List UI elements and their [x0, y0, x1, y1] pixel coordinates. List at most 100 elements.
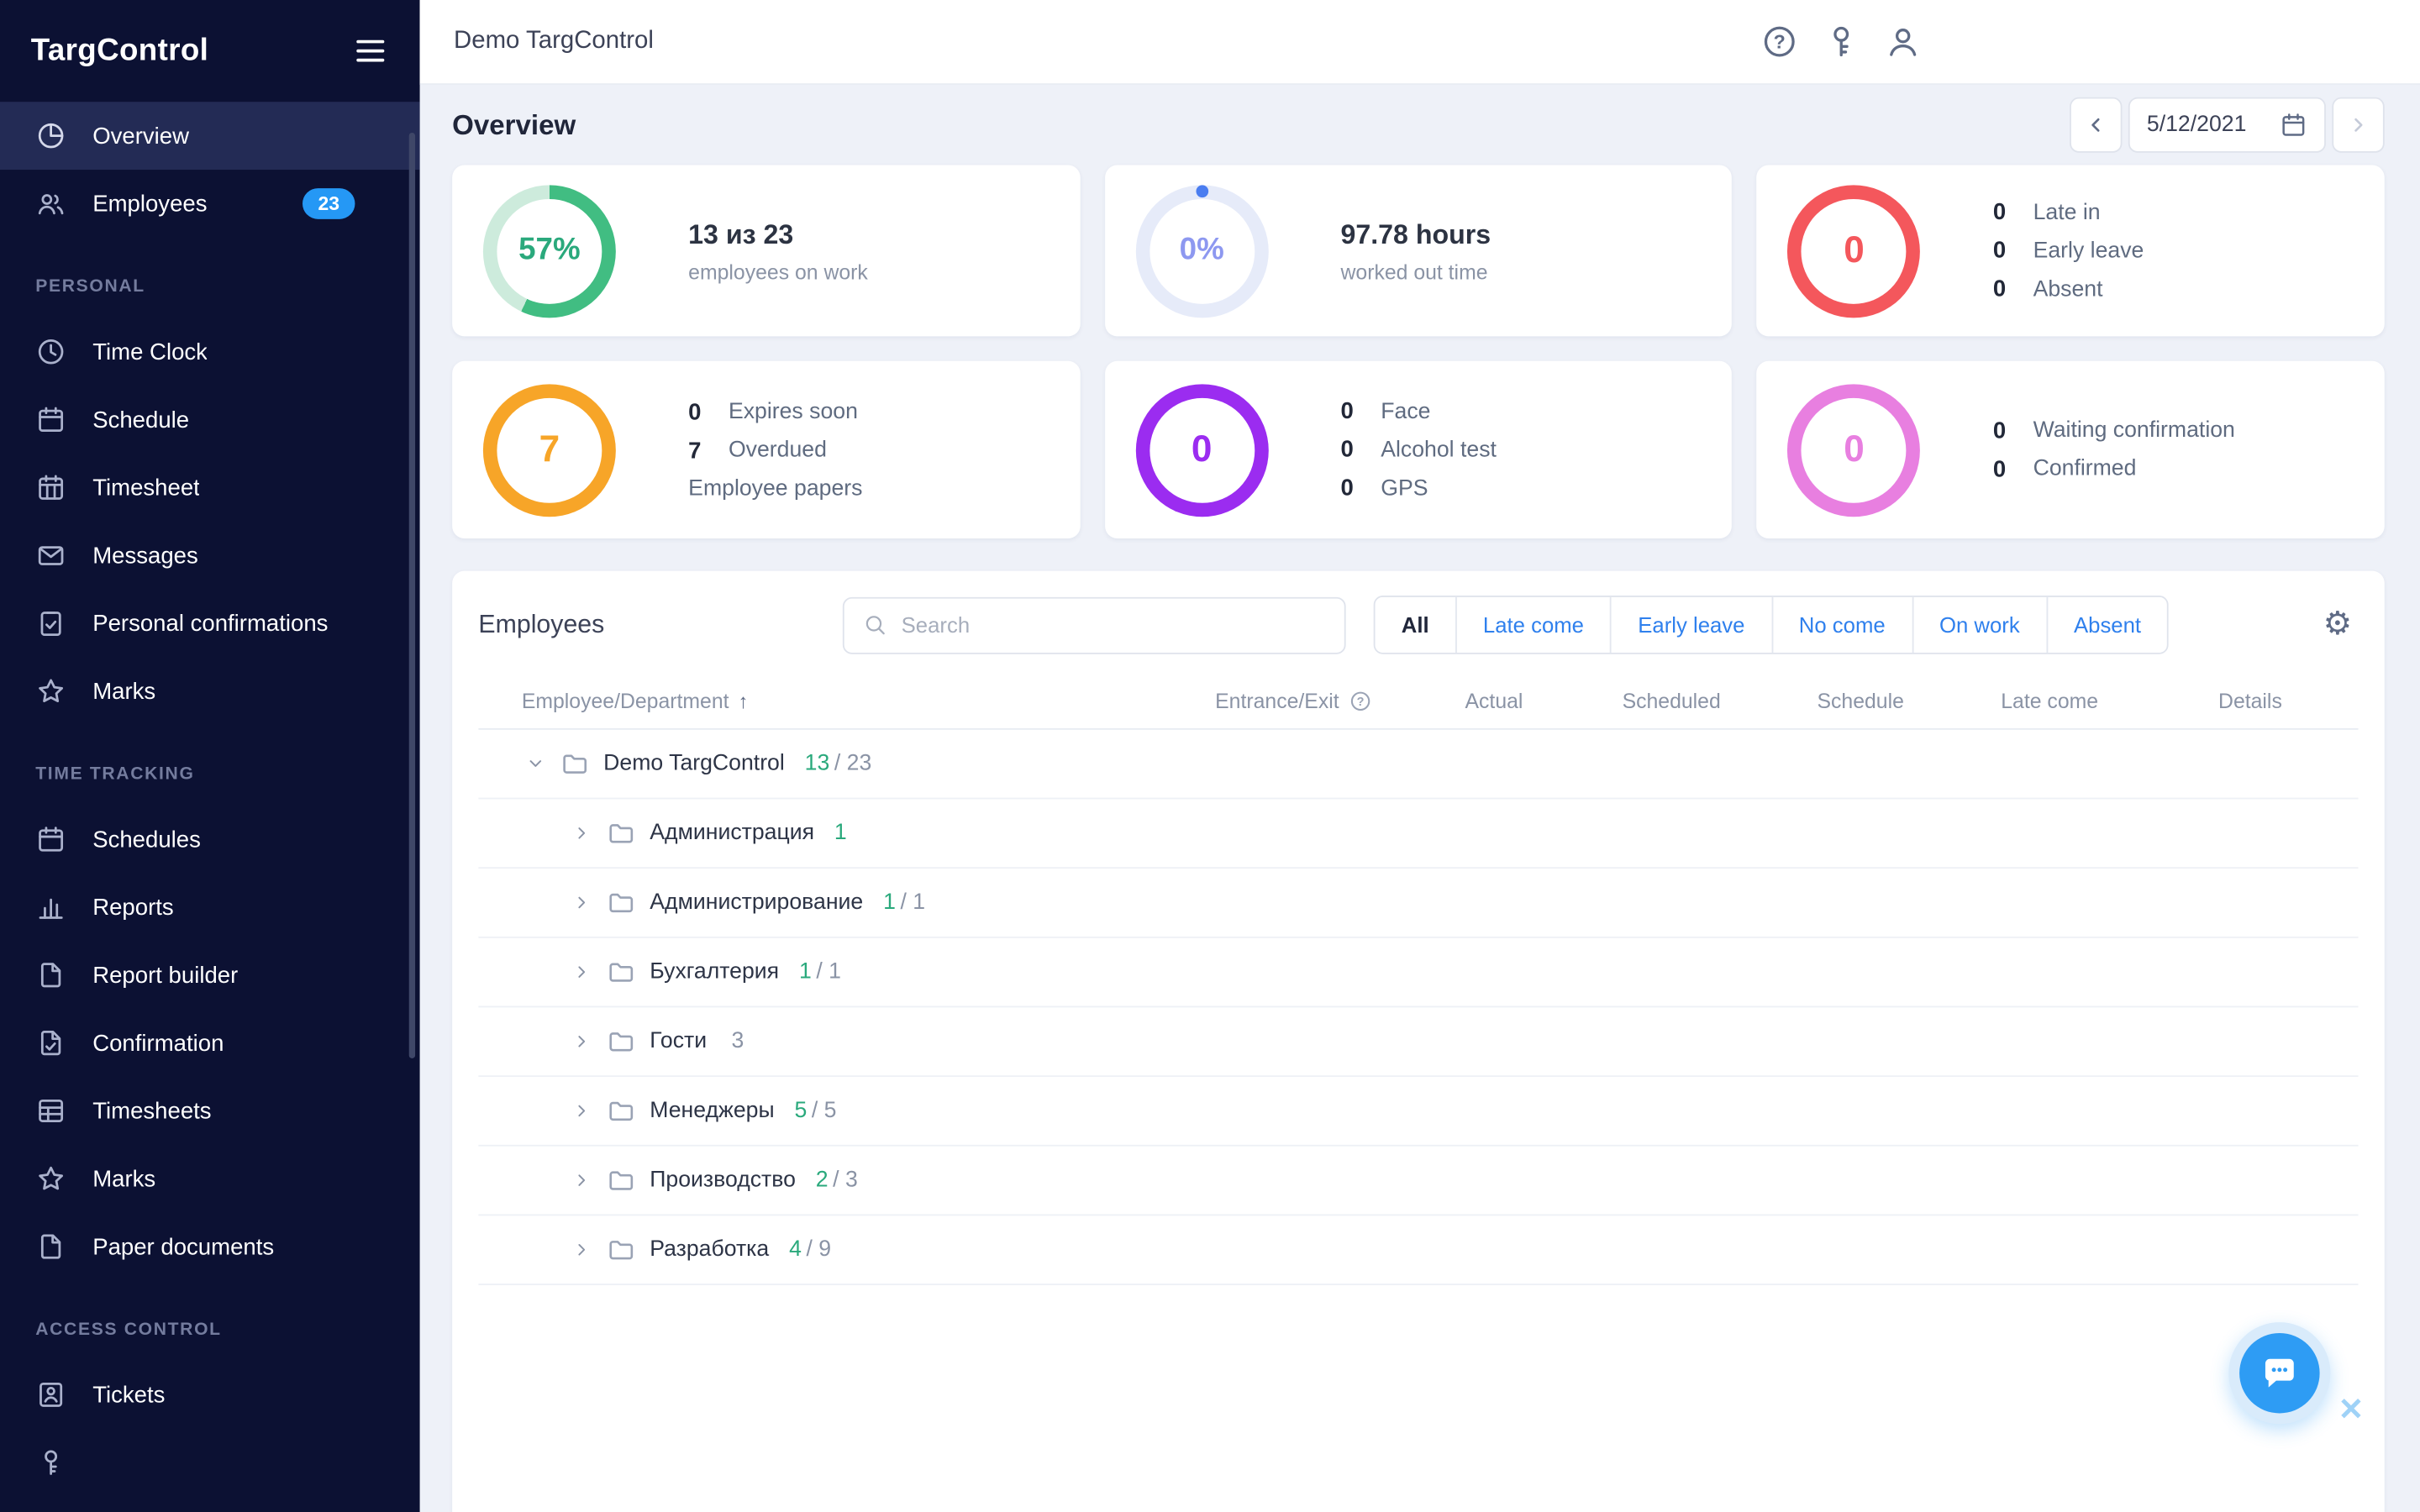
sidebar-item-marks[interactable]: Marks — [0, 1145, 420, 1213]
chevron-down-icon[interactable] — [524, 753, 546, 774]
bar-chart-icon — [35, 892, 66, 923]
column-label: Late come — [2001, 689, 2099, 712]
sidebar-item-timesheets[interactable]: Timesheets — [0, 1077, 420, 1145]
department-row[interactable]: Менеджеры 5/ 5 — [478, 1077, 2359, 1147]
column-actual[interactable]: Actual — [1409, 689, 1579, 712]
donut-indicator: 0 — [1787, 383, 1921, 517]
sidebar-item-tickets[interactable]: Tickets — [0, 1361, 420, 1429]
stat-label: Waiting confirmation — [2033, 417, 2235, 444]
column-scheduled[interactable]: Scheduled — [1579, 689, 1764, 712]
sidebar-item-confirmation[interactable]: Confirmation — [0, 1009, 420, 1077]
key-button[interactable] — [1823, 24, 1860, 60]
chevron-right-icon[interactable] — [571, 1239, 593, 1261]
column-entrance-exit[interactable]: Entrance/Exit? — [1177, 689, 1409, 712]
sidebar-nav: Overview Employees 23 PERSONAL Time Clock Sch… — [0, 102, 420, 1496]
table-settings-button[interactable]: ⚙ — [2323, 608, 2353, 642]
table-grid-icon — [35, 1095, 66, 1126]
chevron-right-icon[interactable] — [571, 961, 593, 983]
star-icon — [35, 1163, 66, 1194]
sidebar-item-paper-documents[interactable]: Paper documents — [0, 1213, 420, 1281]
department-name: Разработка — [650, 1237, 770, 1263]
table-header-row: Employee/Department ↑ Entrance/Exit? Actual… — [478, 673, 2359, 730]
stat-row: 0 Early leave — [1993, 238, 2144, 264]
stat-card-3: 0 0 Late in 0 Early leave 0 Absent — [1756, 165, 2385, 337]
sidebar-scrollbar[interactable] — [408, 132, 416, 1058]
filter-late-come[interactable]: Late come — [1455, 596, 1611, 653]
clock-icon — [35, 336, 66, 367]
sidebar-item-label: Marks — [92, 678, 156, 705]
department-row[interactable]: Администрация 1 — [478, 799, 2359, 869]
donut-indicator: 0% — [1135, 184, 1269, 318]
sidebar-item-schedule[interactable]: Schedule — [0, 386, 420, 454]
stat-label: Confirmed — [2033, 456, 2137, 482]
chevron-right-icon[interactable] — [571, 1169, 593, 1191]
chevron-right-icon[interactable] — [571, 1031, 593, 1053]
sidebar-item-overview[interactable]: Overview — [0, 102, 420, 171]
date-prev-button[interactable] — [2070, 97, 2123, 153]
stat-row: 0 GPS — [1340, 475, 1496, 501]
column-details[interactable]: Details — [2142, 689, 2358, 712]
stat-row: 0 Alcohol test — [1340, 437, 1496, 463]
date-next-button[interactable] — [2332, 97, 2385, 153]
sidebar-item-marks[interactable]: Marks — [0, 657, 420, 725]
sidebar-item-schedules[interactable]: Schedules — [0, 806, 420, 874]
stat-label: Absent — [2033, 276, 2103, 302]
department-row[interactable]: Производство 2/ 3 — [478, 1147, 2359, 1216]
search-box[interactable] — [842, 596, 1346, 654]
card-subline: employees on work — [688, 260, 868, 284]
donut-indicator: 0 — [1135, 383, 1269, 517]
department-row[interactable]: Demo TargControl 13/ 23 — [478, 730, 2359, 800]
account-button[interactable] — [1885, 24, 1922, 60]
card-stats: 0 Expires soon 7 Overdued Employee papers — [688, 399, 862, 501]
column-late-come[interactable]: Late come — [1957, 689, 2142, 712]
card-stats: 0 Face 0 Alcohol test 0 GPS — [1340, 398, 1496, 501]
department-row[interactable]: Гости 3 — [478, 1007, 2359, 1078]
sidebar-item-label: Employees — [92, 190, 208, 218]
chevron-right-icon[interactable] — [571, 1100, 593, 1122]
department-count: 4/ 9 — [789, 1237, 832, 1263]
department-row[interactable]: Бухгалтерия 1/ 1 — [478, 938, 2359, 1008]
card-stats: 0 Waiting confirmation 0 Confirmed — [1993, 417, 2235, 482]
chat-widget-button[interactable] — [2228, 1322, 2331, 1425]
search-input[interactable] — [901, 612, 1326, 638]
sidebar-item-reports[interactable]: Reports — [0, 874, 420, 942]
sidebar-item-messages[interactable]: Messages — [0, 522, 420, 590]
page-header: Overview 5/12/2021 — [452, 85, 2385, 165]
card-headline: 13 из 23 — [688, 218, 794, 249]
calendar-grid-icon — [35, 472, 66, 503]
date-navigator: 5/12/2021 — [2070, 97, 2385, 153]
sort-ascending-icon: ↑ — [738, 689, 749, 712]
column-schedule[interactable]: Schedule — [1764, 689, 1957, 712]
sidebar-header: TargControl — [0, 0, 420, 102]
file-icon — [35, 1231, 66, 1263]
filter-absent[interactable]: Absent — [2045, 596, 2168, 653]
filter-no-come[interactable]: No come — [1770, 596, 1912, 653]
card-subline: worked out time — [1340, 260, 1488, 284]
sidebar-item-report-builder[interactable]: Report builder — [0, 941, 420, 1009]
sidebar-item-time-clock[interactable]: Time Clock — [0, 318, 420, 386]
sidebar-item-label: Personal confirmations — [92, 610, 329, 637]
sidebar-item-item[interactable] — [0, 1429, 420, 1497]
filter-early-leave[interactable]: Early leave — [1610, 596, 1771, 653]
sidebar-item-timesheet[interactable]: Timesheet — [0, 454, 420, 522]
department-count: 1/ 1 — [883, 890, 926, 916]
department-name: Гости — [650, 1029, 708, 1054]
chevron-right-icon[interactable] — [571, 892, 593, 914]
column-employee-department[interactable]: Employee/Department ↑ — [478, 689, 1177, 712]
menu-toggle-button[interactable] — [356, 34, 385, 67]
filter-on-work[interactable]: On work — [1911, 596, 2046, 653]
department-count: 3 — [731, 1029, 744, 1054]
help-button[interactable]: ? — [1761, 24, 1798, 60]
sidebar-item-personal-confirmations[interactable]: Personal confirmations — [0, 590, 420, 658]
sidebar-item-employees[interactable]: Employees 23 — [0, 170, 420, 238]
envelope-icon — [35, 540, 66, 571]
date-picker[interactable]: 5/12/2021 — [2128, 97, 2326, 153]
department-row[interactable]: Разработка 4/ 9 — [478, 1215, 2359, 1285]
filter-all[interactable]: All — [1375, 596, 1455, 653]
chevron-right-icon[interactable] — [571, 822, 593, 844]
sidebar-item-label: Paper documents — [92, 1233, 275, 1260]
chat-close-icon[interactable]: ✕ — [2338, 1393, 2365, 1427]
sidebar: TargControl Overview Employees 23 PERSONAL T… — [0, 0, 420, 1512]
department-row[interactable]: Администрирование 1/ 1 — [478, 869, 2359, 938]
